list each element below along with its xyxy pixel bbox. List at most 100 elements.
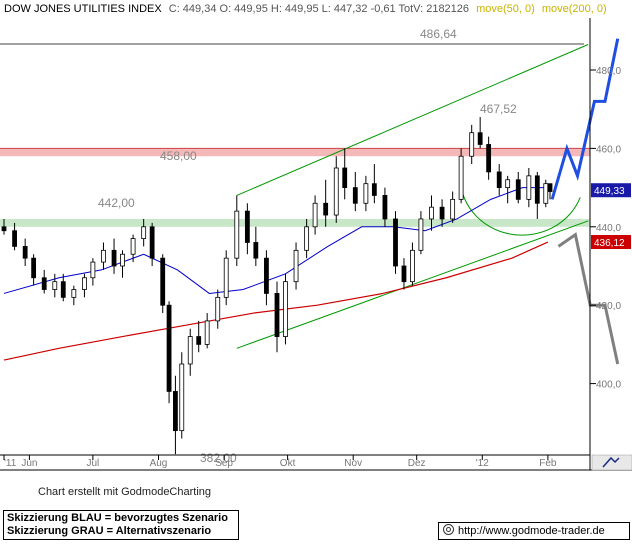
- x-tick-label: Nov: [344, 458, 362, 469]
- last-price-label: 449,33: [594, 186, 625, 197]
- candle-body: [166, 304, 172, 392]
- candle: [82, 273, 87, 298]
- candle: [244, 203, 250, 255]
- candle: [439, 199, 445, 227]
- candle-body: [382, 195, 388, 220]
- candle: [90, 258, 96, 286]
- candle-body: [371, 183, 377, 196]
- candle: [293, 242, 299, 290]
- x-tick-label: Aug: [150, 458, 168, 469]
- candle: [204, 313, 210, 349]
- candle: [196, 320, 202, 353]
- candle: [323, 179, 329, 227]
- candle: [486, 136, 492, 180]
- scenario-blue-line: [550, 38, 620, 200]
- last-price-box: [591, 183, 631, 198]
- candle: [130, 234, 136, 263]
- candle-body: [312, 202, 318, 228]
- candle-body: [515, 179, 521, 200]
- candle: [71, 285, 77, 306]
- candle: [534, 171, 540, 219]
- candle: [264, 250, 269, 306]
- candle: [547, 183, 553, 200]
- x-tick-label: '12: [476, 458, 489, 469]
- candle-body: [342, 167, 348, 189]
- candle-body: [543, 183, 549, 204]
- candle: [41, 269, 47, 294]
- y-tick-label: 460,0: [596, 144, 621, 155]
- candle-body: [173, 391, 178, 432]
- candle: [477, 117, 483, 149]
- scenario-legend: Skizzierung BLAU = bevorzugtes Szenario …: [3, 510, 239, 540]
- candle: [352, 171, 358, 212]
- x-tick-label: Jul: [86, 458, 99, 469]
- candle-body: [12, 230, 17, 247]
- candle: [429, 195, 434, 231]
- candle-body: [469, 132, 475, 157]
- candle-body: [293, 249, 299, 283]
- y-tick-label: 480,0: [596, 66, 621, 77]
- header-line: DOW JONES UTILITIES INDEX C: 449,34 O: 4…: [4, 3, 607, 15]
- candle: [304, 218, 310, 259]
- chart-caption: Chart erstellt mit GodmodeCharting: [38, 486, 212, 498]
- candle: [111, 238, 117, 274]
- candle-body: [410, 249, 415, 283]
- zones-layer: [0, 147, 590, 227]
- candle: [458, 148, 464, 204]
- level-label: 467,52: [480, 102, 517, 116]
- x-tick-label: Dez: [408, 458, 426, 469]
- candle-body: [439, 206, 445, 220]
- link-icon: [443, 524, 454, 535]
- candle-body: [283, 281, 288, 337]
- legend-blue-text: Skizzierung BLAU = bevorzugtes Szenario: [7, 512, 228, 524]
- candle-body: [401, 265, 407, 283]
- arrow-up-icon[interactable]: [591, 454, 632, 471]
- candle-body: [71, 289, 77, 298]
- candle-body: [101, 249, 106, 263]
- candle: [215, 289, 221, 329]
- candle: [253, 226, 259, 266]
- candle-body: [547, 183, 553, 192]
- candles-layer: [1, 117, 553, 455]
- candle-body: [234, 210, 240, 259]
- candle-body: [496, 171, 502, 188]
- candle-body: [526, 175, 532, 200]
- candle-body: [215, 296, 221, 322]
- candle-body: [418, 218, 424, 251]
- candle-body: [458, 155, 464, 200]
- candle-body: [393, 218, 398, 267]
- candle-body: [204, 320, 210, 345]
- candle-body: [196, 336, 202, 345]
- candle: [234, 195, 240, 266]
- candle-body: [31, 257, 37, 279]
- candle: [283, 273, 288, 345]
- ma200-last-label: 436,12: [594, 238, 625, 249]
- rounding-arc: [459, 173, 581, 236]
- candle-body: [160, 257, 166, 306]
- candle: [52, 273, 58, 298]
- x-tick-label: Feb: [539, 458, 557, 469]
- candle: [469, 124, 475, 165]
- x-tick-label: Okt: [280, 458, 296, 469]
- candle-body: [505, 179, 511, 188]
- support-zone: [0, 218, 590, 227]
- x-tick-label: Jun: [21, 458, 37, 469]
- candle: [173, 375, 178, 455]
- candle-body: [22, 245, 28, 259]
- level-label: 458,00: [160, 149, 197, 163]
- quote-text: C: 449,34 O: 449,95 H: 449,95 L: 447,32 …: [169, 3, 469, 15]
- site-link[interactable]: http://www.godmode-trader.de: [438, 522, 630, 540]
- candle-body: [60, 281, 66, 298]
- candle-body: [534, 175, 540, 204]
- candle-body: [120, 253, 125, 267]
- x-tick-label: Sep: [215, 458, 233, 469]
- candle-body: [450, 198, 456, 220]
- x-tick-label: '11: [4, 458, 17, 469]
- candle-body: [149, 226, 155, 259]
- candle: [543, 179, 549, 208]
- candle: [418, 211, 424, 255]
- ma200-legend: move(200, 0): [542, 3, 607, 15]
- candle: [393, 211, 398, 274]
